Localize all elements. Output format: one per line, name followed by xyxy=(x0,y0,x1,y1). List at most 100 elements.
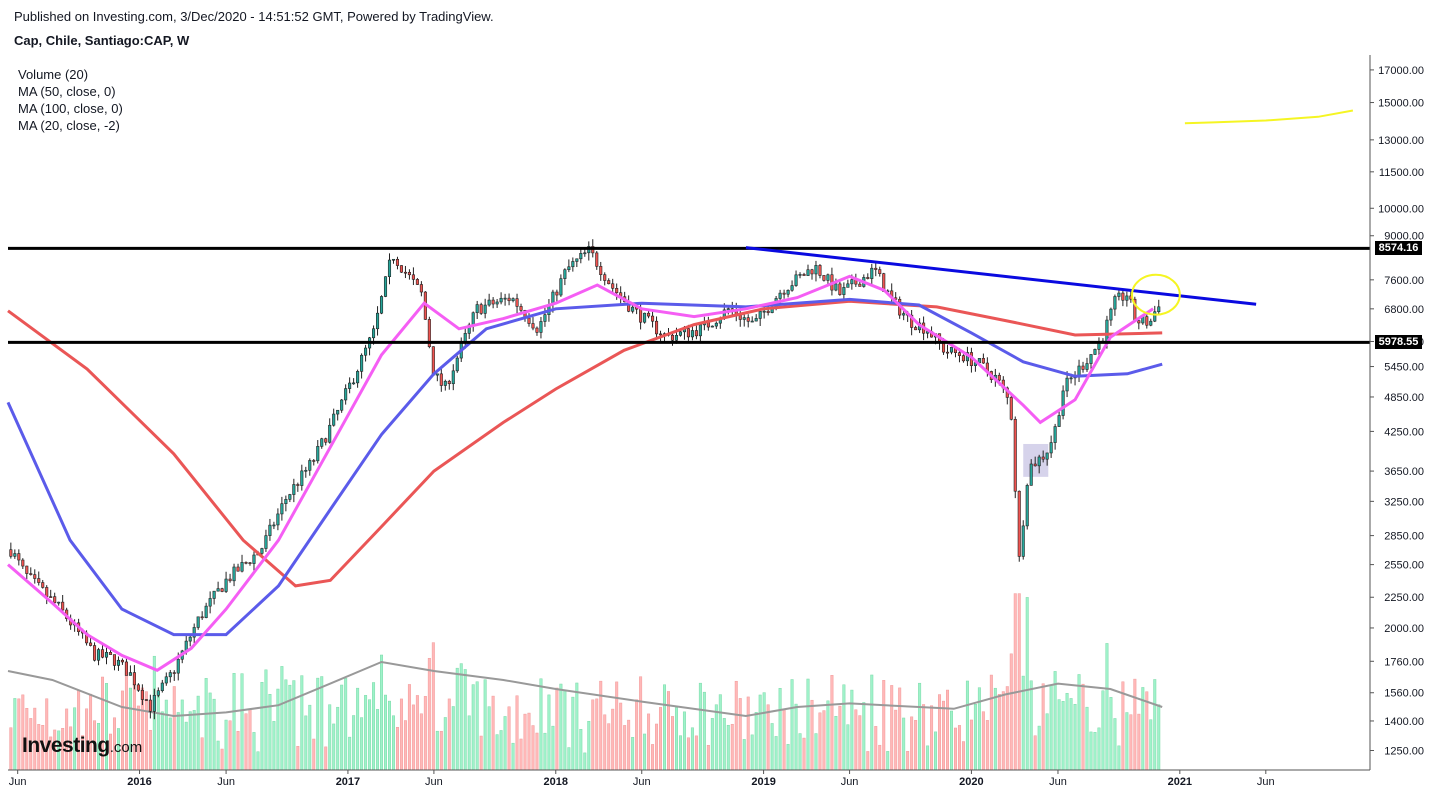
candle-body xyxy=(320,438,324,447)
volume-bar xyxy=(1029,680,1033,771)
volume-bar xyxy=(1041,683,1045,771)
price-label-8574: 8574.16 xyxy=(1375,241,1422,256)
volume-bar xyxy=(1073,703,1077,771)
volume-bar xyxy=(718,694,722,771)
volume-bar xyxy=(1089,731,1093,771)
legend-ma20[interactable]: MA (20, close, -2) xyxy=(18,118,120,133)
logo-brand: Investing xyxy=(22,734,110,757)
candle-body xyxy=(479,304,483,314)
volume-bar xyxy=(276,688,280,771)
volume-bar xyxy=(802,737,806,771)
volume-bar xyxy=(340,684,344,771)
candle-body xyxy=(61,601,65,611)
volume-bar xyxy=(172,686,176,771)
volume-bar xyxy=(794,703,798,771)
candle-body xyxy=(372,328,376,339)
candle-body xyxy=(172,672,176,674)
price-tick-label: 1250.00 xyxy=(1384,746,1424,758)
price-tick-label: 4250.00 xyxy=(1384,426,1424,438)
volume-bar xyxy=(360,717,364,771)
candle-body xyxy=(483,304,487,314)
candle-body xyxy=(324,438,328,443)
candle-body xyxy=(603,274,607,281)
projection-curve[interactable] xyxy=(1184,109,1354,125)
candle-body xyxy=(1009,397,1013,420)
volume-bar xyxy=(906,751,910,771)
candle-body xyxy=(519,306,523,311)
candle-body xyxy=(579,253,583,260)
volume-bar xyxy=(9,727,13,771)
volume-bar xyxy=(1121,681,1125,771)
volume-bar xyxy=(862,702,866,771)
candle-body xyxy=(160,682,164,692)
volume-bar xyxy=(463,669,467,771)
candle-body xyxy=(531,323,535,329)
legend-ma50[interactable]: MA (50, close, 0) xyxy=(18,84,116,99)
volume-bar xyxy=(591,699,595,771)
candle-body xyxy=(810,269,814,275)
candles xyxy=(9,239,1161,720)
volume-bar xyxy=(304,715,308,771)
candle-body xyxy=(1145,316,1149,326)
volume-bar xyxy=(260,682,264,771)
volume-bar xyxy=(1033,735,1037,771)
horizontal-levels[interactable] xyxy=(8,246,1370,344)
candle-body xyxy=(981,358,985,364)
candle-body xyxy=(260,548,264,554)
legend-volume[interactable]: Volume (20) xyxy=(18,67,89,82)
volume-bar xyxy=(1133,678,1137,771)
candle-body xyxy=(786,289,790,295)
time-tick-label: Jun xyxy=(425,776,443,788)
volume-bar xyxy=(623,725,627,771)
candle-body xyxy=(878,269,882,274)
volume-bar xyxy=(89,693,93,771)
volume-bar xyxy=(316,677,320,771)
candle-body xyxy=(188,636,192,642)
candle-body xyxy=(571,261,575,268)
ma100-line xyxy=(7,299,1163,588)
volume-bar xyxy=(579,729,583,771)
trendline[interactable] xyxy=(745,246,1257,306)
candle-body xyxy=(499,297,503,303)
volume-bar xyxy=(870,674,874,771)
candle-body xyxy=(435,373,439,376)
candle-body xyxy=(782,292,786,295)
time-tick-label: 2016 xyxy=(127,776,151,788)
candle-body xyxy=(332,413,336,426)
candle-body xyxy=(961,355,965,362)
volume-bar xyxy=(619,702,623,771)
candle-body xyxy=(834,283,838,291)
volume-bar xyxy=(818,712,822,771)
time-tick-label: 2020 xyxy=(959,776,983,788)
candle-body xyxy=(778,292,782,299)
volume-bar xyxy=(455,667,459,771)
price-tick-label: 13000.00 xyxy=(1378,135,1424,147)
volume-bar xyxy=(380,654,384,771)
volume-bar xyxy=(1009,653,1013,771)
candle-body xyxy=(1057,415,1061,427)
volume-bar xyxy=(997,694,1001,771)
candle-body xyxy=(112,654,117,666)
shaded-box xyxy=(1023,443,1049,477)
volume-bar xyxy=(531,725,535,771)
candle-body xyxy=(1045,452,1049,460)
candle-body xyxy=(236,566,240,572)
volume-bar xyxy=(248,709,252,771)
volume-bar xyxy=(499,730,503,771)
candle-body xyxy=(726,308,730,311)
ellipse-annotation[interactable] xyxy=(1130,273,1181,316)
candle-body xyxy=(1065,377,1069,392)
candle-body xyxy=(100,649,105,658)
legend-ma100[interactable]: MA (100, close, 0) xyxy=(18,101,123,116)
volume-bar xyxy=(17,698,21,771)
candle-body xyxy=(806,269,810,276)
candle-body xyxy=(690,330,694,338)
volume-bar xyxy=(639,676,643,771)
volume-bar xyxy=(635,699,639,771)
volume-bar xyxy=(1117,745,1121,771)
candle-body xyxy=(136,684,140,691)
volume-bar xyxy=(407,684,411,771)
price-tick-label: 3250.00 xyxy=(1384,496,1424,508)
volume-bar xyxy=(930,705,934,771)
